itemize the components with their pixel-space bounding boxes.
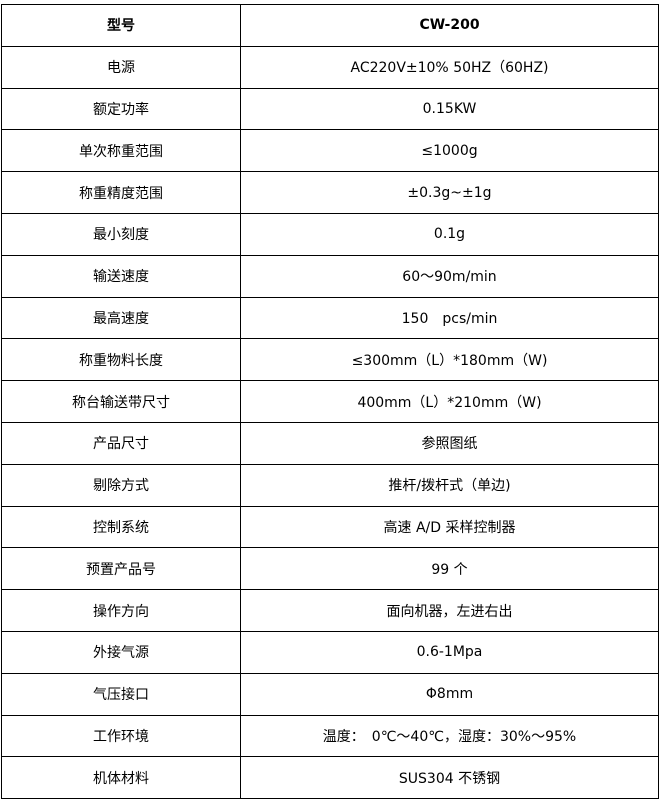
table-row: 单次称重范围 ≤1000g [1,129,659,173]
spec-label: 预置产品号 [1,547,241,591]
table-header-row: 型号 CW-200 [1,4,659,47]
table-row: 称重精度范围 ±0.3g~±1g [1,171,659,214]
spec-label: 气压接口 [1,672,241,716]
spec-value: Φ8mm [240,672,659,716]
spec-label: 称重精度范围 [1,171,241,214]
table-row: 产品尺寸 参照图纸 [1,421,659,465]
table-row: 剔除方式 推杆/拨杆式（单边) [1,463,659,507]
table-row: 外接气源 0.6-1Mpa [1,630,659,674]
spec-value: ≤1000g [240,129,659,173]
spec-label: 单次称重范围 [1,129,241,173]
spec-value: 0.15KW [240,87,659,131]
table-row: 最小刻度 0.1g [1,212,659,256]
spec-value: 150 pcs/min [240,296,659,340]
spec-value: ≤300mm（L）*180mm（W) [240,338,659,382]
header-value: CW-200 [240,4,659,47]
spec-label: 最高速度 [1,296,241,340]
spec-value: AC220V±10% 50HZ（60HZ) [240,45,659,89]
table-row: 称重物料长度 ≤300mm（L）*180mm（W) [1,338,659,382]
spec-value: 温度： 0℃～40℃，湿度：30%～95% [240,714,659,758]
spec-label: 额定功率 [1,87,241,131]
table-row: 输送速度 60～90m/min [1,254,659,298]
table-row: 称台输送带尺寸 400mm（L）*210mm（W) [1,380,659,423]
spec-value: 高速 A/D 采样控制器 [240,505,659,549]
table-row: 最高速度 150 pcs/min [1,296,659,340]
spec-label: 剔除方式 [1,463,241,507]
spec-label: 称台输送带尺寸 [1,380,241,423]
table-row: 操作方向 面向机器，左进右出 [1,589,659,632]
spec-label: 操作方向 [1,589,241,632]
table-row: 额定功率 0.15KW [1,87,659,131]
spec-label: 电源 [1,45,241,89]
spec-label: 控制系统 [1,505,241,549]
spec-label: 产品尺寸 [1,421,241,465]
spec-label: 称重物料长度 [1,338,241,382]
spec-label: 工作环境 [1,714,241,758]
spec-value: 400mm（L）*210mm（W) [240,380,659,423]
spec-label: 机体材料 [1,756,241,800]
spec-value: SUS304 不锈钢 [240,756,659,800]
spec-value: 推杆/拨杆式（单边) [240,463,659,507]
spec-value: 0.1g [240,212,659,256]
spec-label: 最小刻度 [1,212,241,256]
table-row: 预置产品号 99 个 [1,547,659,591]
header-label: 型号 [1,4,241,47]
spec-value: 面向机器，左进右出 [240,589,659,632]
spec-value: 99 个 [240,547,659,591]
spec-value: ±0.3g~±1g [240,171,659,214]
table-row: 机体材料 SUS304 不锈钢 [1,756,659,800]
table-row: 工作环境 温度： 0℃～40℃，湿度：30%～95% [1,714,659,758]
spec-value: 0.6-1Mpa [240,630,659,674]
spec-table: 型号 CW-200 电源 AC220V±10% 50HZ（60HZ) 额定功率 0.1… [1,4,659,800]
table-row: 控制系统 高速 A/D 采样控制器 [1,505,659,549]
table-row: 气压接口 Φ8mm [1,672,659,716]
spec-label: 外接气源 [1,630,241,674]
table-row: 电源 AC220V±10% 50HZ（60HZ) [1,45,659,89]
spec-value: 参照图纸 [240,421,659,465]
spec-value: 60～90m/min [240,254,659,298]
spec-label: 输送速度 [1,254,241,298]
